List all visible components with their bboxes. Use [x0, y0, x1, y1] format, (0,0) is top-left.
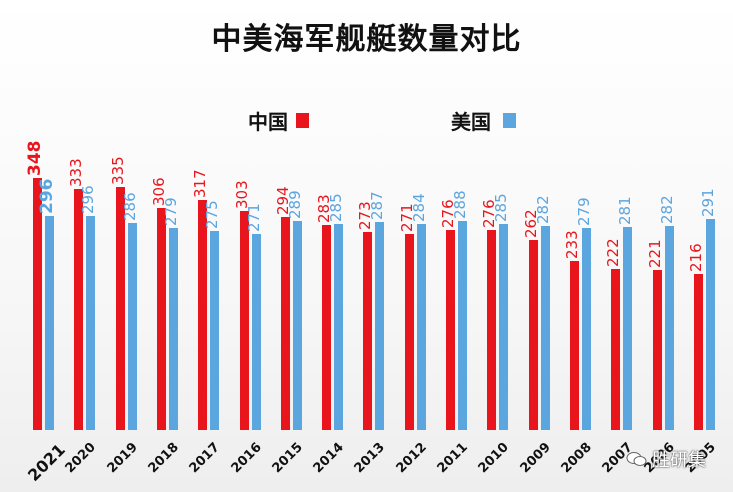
value-label-usa-2018: 279 [161, 197, 180, 226]
x-tick-2009: 2009 [517, 440, 554, 477]
bar-china-2009 [528, 240, 538, 430]
bar-china-2018 [156, 208, 166, 430]
value-label-usa-2021: 296 [37, 178, 57, 214]
value-label-china-2021: 348 [25, 140, 45, 177]
value-label-usa-2006: 282 [657, 195, 676, 224]
value-label-china-2005: 216 [686, 242, 705, 272]
value-label-usa-2007: 281 [616, 195, 635, 225]
bar-china-2006 [652, 269, 662, 430]
value-label-usa-2005: 291 [698, 188, 717, 218]
x-tick-2016: 2016 [228, 440, 265, 477]
bar-usa-2009 [540, 225, 550, 430]
x-tick-2010: 2010 [475, 440, 513, 477]
legend-label-china: 中国 [248, 110, 288, 134]
x-tick-2021: 2021 [24, 440, 69, 485]
x-tick-2013: 2013 [351, 440, 389, 477]
bar-china-2007 [611, 269, 621, 430]
bar-china-2011 [446, 230, 455, 430]
value-label-usa-2009: 282 [533, 195, 552, 224]
x-tick-2019: 2019 [104, 440, 141, 477]
value-label-china-2008: 233 [562, 230, 581, 260]
value-label-usa-2011: 288 [451, 190, 469, 220]
chart-title: 中美海军舰艇数量对比 [211, 22, 522, 57]
x-tick-2012: 2012 [393, 440, 430, 477]
x-tick-2017: 2017 [186, 440, 223, 477]
bar-china-2016 [239, 210, 249, 430]
x-tick-2011: 2011 [434, 440, 471, 477]
x-tick-2014: 2014 [310, 440, 347, 477]
legend-item-usa: 美国 [451, 106, 516, 135]
watermark-text: 胜研集 [652, 450, 706, 471]
value-label-usa-2016: 271 [244, 203, 263, 232]
bar-usa-2005 [705, 219, 715, 430]
value-label-usa-2013: 287 [368, 191, 387, 221]
x-tick-2020: 2020 [62, 440, 100, 477]
x-tick-2018: 2018 [145, 440, 182, 477]
value-label-china-2006: 221 [645, 239, 664, 268]
bar-usa-2006 [664, 225, 674, 430]
bar-china-2005 [693, 273, 703, 430]
bar-usa-2008 [581, 227, 591, 430]
value-label-china-2019: 335 [108, 156, 127, 186]
bar-china-2017 [198, 200, 208, 430]
bar-usa-2018 [168, 227, 178, 430]
bar-china-2015 [280, 217, 290, 430]
bar-usa-2015 [292, 220, 302, 430]
wechat-icon [626, 452, 647, 466]
bar-usa-2010 [499, 223, 509, 430]
bar-usa-2013 [375, 222, 385, 430]
value-label-usa-2012: 284 [409, 193, 428, 223]
bar-china-2020 [74, 188, 84, 430]
bar-china-2021 [33, 178, 42, 430]
x-tick-2008: 2008 [558, 440, 595, 477]
bar-usa-2017 [210, 230, 220, 430]
bar-china-2013 [363, 232, 373, 430]
value-label-china-2020: 333 [67, 158, 86, 187]
bar-china-2019 [115, 187, 125, 430]
bar-china-2010 [487, 230, 497, 430]
bar-usa-2021 [45, 215, 54, 430]
value-label-usa-2020: 296 [79, 185, 98, 214]
bar-usa-2012 [416, 224, 426, 430]
bar-usa-2016 [251, 233, 261, 430]
value-label-usa-2010: 285 [492, 192, 511, 222]
bar-usa-2019 [127, 222, 137, 430]
value-label-usa-2019: 286 [120, 192, 139, 221]
bar-usa-2011 [458, 221, 467, 430]
legend-swatch-china [296, 113, 309, 128]
bar-china-2008 [569, 261, 579, 430]
legend-swatch-usa [503, 113, 516, 128]
bar-usa-2014 [334, 223, 344, 430]
watermark: 胜研集 [626, 446, 706, 472]
bar-usa-2020 [86, 215, 96, 430]
bar-usa-2007 [623, 226, 633, 430]
x-tick-2015: 2015 [269, 440, 306, 477]
bar-china-2014 [322, 225, 332, 430]
legend-item-china: 中国 [248, 106, 309, 135]
bar-china-2012 [404, 233, 414, 430]
value-label-usa-2014: 285 [327, 192, 346, 222]
value-label-china-2007: 222 [604, 238, 623, 268]
legend-label-usa: 美国 [451, 110, 491, 134]
value-label-usa-2017: 275 [203, 200, 222, 229]
value-label-usa-2015: 289 [285, 190, 304, 219]
value-label-china-2017: 317 [191, 169, 210, 199]
value-label-usa-2008: 279 [574, 197, 593, 226]
